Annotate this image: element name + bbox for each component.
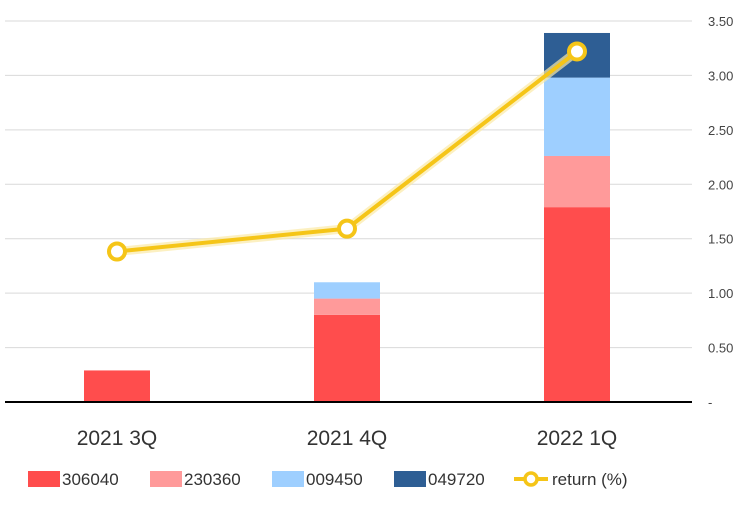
bar-series [84, 32, 610, 402]
y-tick-label: 1.00 [708, 286, 733, 301]
legend-swatch-306040 [28, 471, 60, 487]
right-y-axis-ticks: - 0.50 1.00 1.50 2.00 2.50 3.00 3.50 [708, 14, 733, 410]
x-category-label: 2021 4Q [307, 427, 388, 450]
legend-swatch-return-point [523, 471, 539, 487]
gridlines [5, 20, 692, 349]
legend-swatch-230360 [150, 471, 182, 487]
y-tick-label: 2.50 [708, 123, 733, 138]
legend-label: return (%) [552, 470, 628, 489]
bar-segment-230360 [544, 155, 610, 208]
bar-segment-009450 [544, 77, 610, 156]
legend-label: 009450 [306, 470, 363, 489]
bar-segment-306040 [544, 207, 610, 402]
bar-segment-009450 [314, 282, 380, 299]
legend-label: 230360 [184, 470, 241, 489]
return-point [107, 241, 127, 262]
return-point [337, 218, 357, 239]
y-tick-label: - [708, 395, 712, 410]
legend-swatch-009450 [272, 471, 304, 487]
y-tick-label: 3.50 [708, 14, 733, 29]
return-line-series [107, 41, 587, 262]
legend: 306040 230360 009450 049720 return (%) [28, 470, 628, 489]
legend-label: 306040 [62, 470, 119, 489]
legend-label: 049720 [428, 470, 485, 489]
x-axis-category-labels: 2021 3Q 2021 4Q 2022 1Q [77, 427, 618, 450]
x-category-label: 2021 3Q [77, 427, 158, 450]
y-tick-label: 0.50 [708, 341, 733, 356]
x-category-label: 2022 1Q [537, 427, 618, 450]
bar-segment-230360 [314, 298, 380, 315]
return-point [567, 41, 587, 62]
bar-segment-306040 [84, 370, 150, 402]
legend-swatch-049720 [394, 471, 426, 487]
bar-segment-306040 [314, 314, 380, 402]
y-tick-label: 3.00 [708, 68, 733, 83]
y-tick-label: 1.50 [708, 232, 733, 247]
y-tick-label: 2.00 [708, 177, 733, 192]
